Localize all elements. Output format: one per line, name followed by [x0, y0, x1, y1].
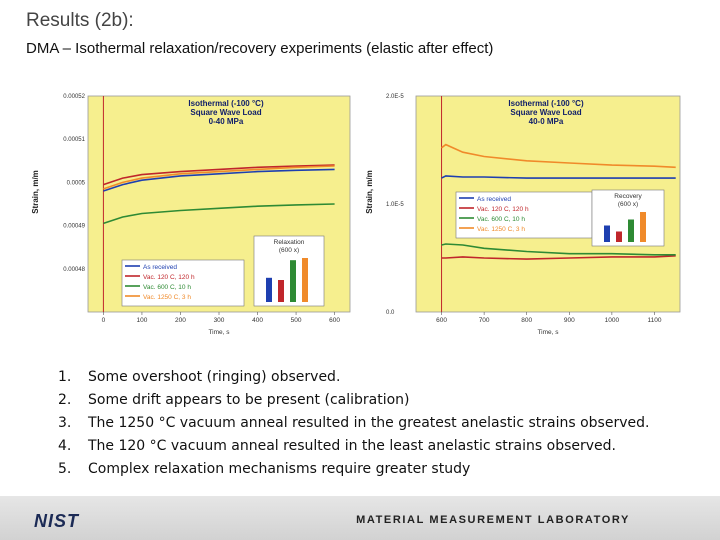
relaxation-chart: 0.00048 0.00049 0.0005 0.00051 0.00052 0 100 20… — [31, 94, 351, 336]
legend-entry: Vac. 600 C, 10 h — [143, 284, 191, 291]
list-number: 5. — [58, 461, 72, 477]
y-tick-label: 0.00048 — [63, 267, 85, 273]
inset-bar — [616, 231, 622, 242]
list-number: 4. — [58, 438, 72, 454]
legend-entry: Vac. 120 C, 120 h — [143, 274, 195, 281]
inset-box — [253, 235, 325, 307]
inset-bar — [290, 260, 296, 302]
y-tick-label: 0.0005 — [67, 180, 86, 186]
inset-title-line: (600 x) — [618, 201, 638, 208]
y-axis-label: Strain, m/m — [365, 170, 374, 214]
observations-list: 1. Some overshoot (ringing) observed. 2. S… — [58, 366, 649, 481]
y-tick-label: 0.00052 — [63, 94, 85, 100]
y-tick-label: 0.00051 — [63, 137, 85, 143]
chart-title-line: Square Wave Load — [190, 108, 261, 117]
x-axis-label: Time, s — [208, 329, 230, 336]
chart-title-line: Isothermal (-100 °C) — [188, 99, 264, 108]
x-tick-label: 1000 — [605, 317, 620, 324]
y-tick-label: 0.00049 — [63, 224, 85, 230]
series-line-1 — [441, 175, 676, 179]
recovery-chart: 0.0 1.0E-5 2.0E-5 600 700 800 900 1000 1100 Time,… — [365, 94, 681, 336]
inset-bar — [278, 280, 284, 302]
legend-entry: Vac. 1250 C, 3 h — [477, 226, 525, 233]
inset-bar — [604, 225, 610, 242]
chart-title-line: 40-0 MPa — [529, 117, 564, 126]
charts-area: 0.00048 0.00049 0.0005 0.00051 0.00052 0 100 20… — [31, 94, 681, 336]
nist-logo: NIST — [34, 512, 80, 530]
list-text: Some overshoot (ringing) observed. — [88, 369, 341, 385]
legend-entry: Vac. 1250 C, 3 h — [143, 294, 191, 301]
inset-bar — [628, 219, 634, 242]
list-text: The 120 °C vacuum anneal resulted in the… — [88, 438, 616, 454]
series-line-2 — [441, 255, 676, 260]
footer-bar: NIST MATERIAL MEASUREMENT LABORATORY — [0, 496, 720, 540]
x-tick-label: 600 — [436, 317, 447, 324]
x-tick-label: 300 — [214, 317, 225, 324]
legend-entry: Vac. 600 C, 10 h — [477, 216, 525, 223]
list-item: 3. The 1250 °C vacuum anneal resulted in … — [58, 412, 649, 435]
series-line-2 — [103, 164, 335, 186]
x-tick-label: 500 — [291, 317, 302, 324]
legend-entry: Vac. 120 C, 120 h — [477, 206, 529, 213]
slide-subtitle: DMA – Isothermal relaxation/recovery exp… — [26, 40, 494, 57]
list-number: 3. — [58, 415, 72, 431]
x-tick-label: 400 — [252, 317, 263, 324]
slide-title: Results (2b): — [26, 10, 134, 31]
legend-box — [455, 191, 593, 239]
inset-bar — [640, 212, 646, 242]
lab-name: MATERIAL MEASUREMENT LABORATORY — [356, 514, 630, 526]
inset-bar — [302, 258, 308, 302]
x-tick-label: 800 — [521, 317, 532, 324]
legend-entry: As received — [477, 196, 511, 203]
list-number: 2. — [58, 392, 72, 408]
series-line-1 — [103, 168, 335, 192]
x-tick-label: 1100 — [647, 317, 661, 324]
x-tick-label: 0 — [102, 317, 106, 324]
inset-title-line: (600 x) — [279, 247, 299, 254]
series-line-3 — [103, 203, 335, 225]
list-item: 1. Some overshoot (ringing) observed. — [58, 366, 649, 389]
list-text: Complex relaxation mechanisms require gr… — [88, 461, 471, 477]
x-tick-label: 600 — [329, 317, 340, 324]
inset-title-line: Relaxation — [274, 239, 305, 246]
legend-entry: As received — [143, 264, 177, 271]
list-item: 5. Complex relaxation mechanisms require … — [58, 458, 649, 481]
legend-box — [121, 259, 245, 307]
chart-title-line: 0-40 MPa — [209, 117, 244, 126]
series-line-3 — [441, 243, 676, 256]
series-line-4 — [103, 165, 335, 190]
chart-title-line: Square Wave Load — [510, 108, 581, 117]
list-text: The 1250 °C vacuum anneal resulted in th… — [88, 415, 650, 431]
chart-title-line: Isothermal (-100 °C) — [508, 99, 584, 108]
nist-logo-text: NIST — [34, 512, 80, 530]
inset-title-line: Recovery — [614, 193, 642, 200]
x-tick-label: 700 — [479, 317, 490, 324]
x-tick-label: 200 — [175, 317, 186, 324]
series-line-4 — [441, 143, 676, 169]
inset-bar — [266, 277, 272, 302]
x-tick-label: 900 — [564, 317, 575, 324]
x-axis-label: Time, s — [537, 329, 559, 336]
list-item: 4. The 120 °C vacuum anneal resulted in t… — [58, 435, 649, 458]
y-axis-label: Strain, m/m — [31, 170, 40, 214]
y-tick-label: 1.0E-5 — [386, 202, 404, 208]
list-item: 2. Some drift appears to be present (cali… — [58, 389, 649, 412]
list-number: 1. — [58, 369, 72, 385]
y-tick-label: 2.0E-5 — [386, 94, 404, 100]
y-tick-label: 0.0 — [386, 310, 395, 316]
x-tick-label: 100 — [137, 317, 148, 324]
list-text: Some drift appears to be present (calibr… — [88, 392, 410, 408]
